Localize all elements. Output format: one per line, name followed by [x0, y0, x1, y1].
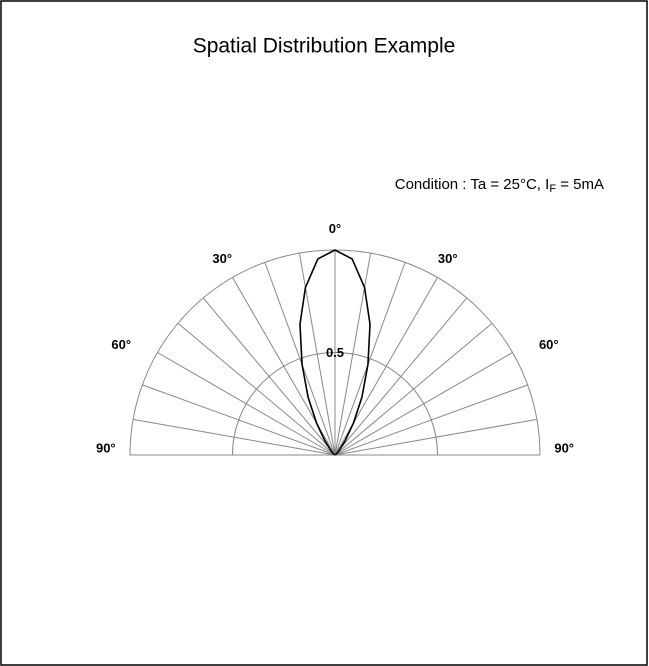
angle-tick-label: 30°: [438, 251, 458, 266]
r-tick-label: 0.5: [326, 345, 344, 360]
condition-tail: = 5mA: [556, 176, 604, 193]
condition: Condition : Ta = 25°C, IF = 5mA: [395, 176, 604, 195]
angle-tick-label: 0°: [329, 221, 341, 236]
angle-tick-label: 30°: [212, 251, 232, 266]
angle-tick-label: 60°: [111, 337, 131, 352]
chart-title: Spatial Distribution Example: [193, 35, 456, 58]
grid-circle: [232, 352, 438, 456]
angle-tick-label: 90°: [554, 440, 574, 455]
angle-tick-label: 60°: [539, 337, 559, 352]
condition-sub: F: [549, 183, 556, 195]
angle-tick-label: 90°: [96, 440, 116, 455]
distribution-curve: [299, 249, 371, 456]
condition-text: Condition : Ta = 25°C, I: [395, 176, 550, 193]
